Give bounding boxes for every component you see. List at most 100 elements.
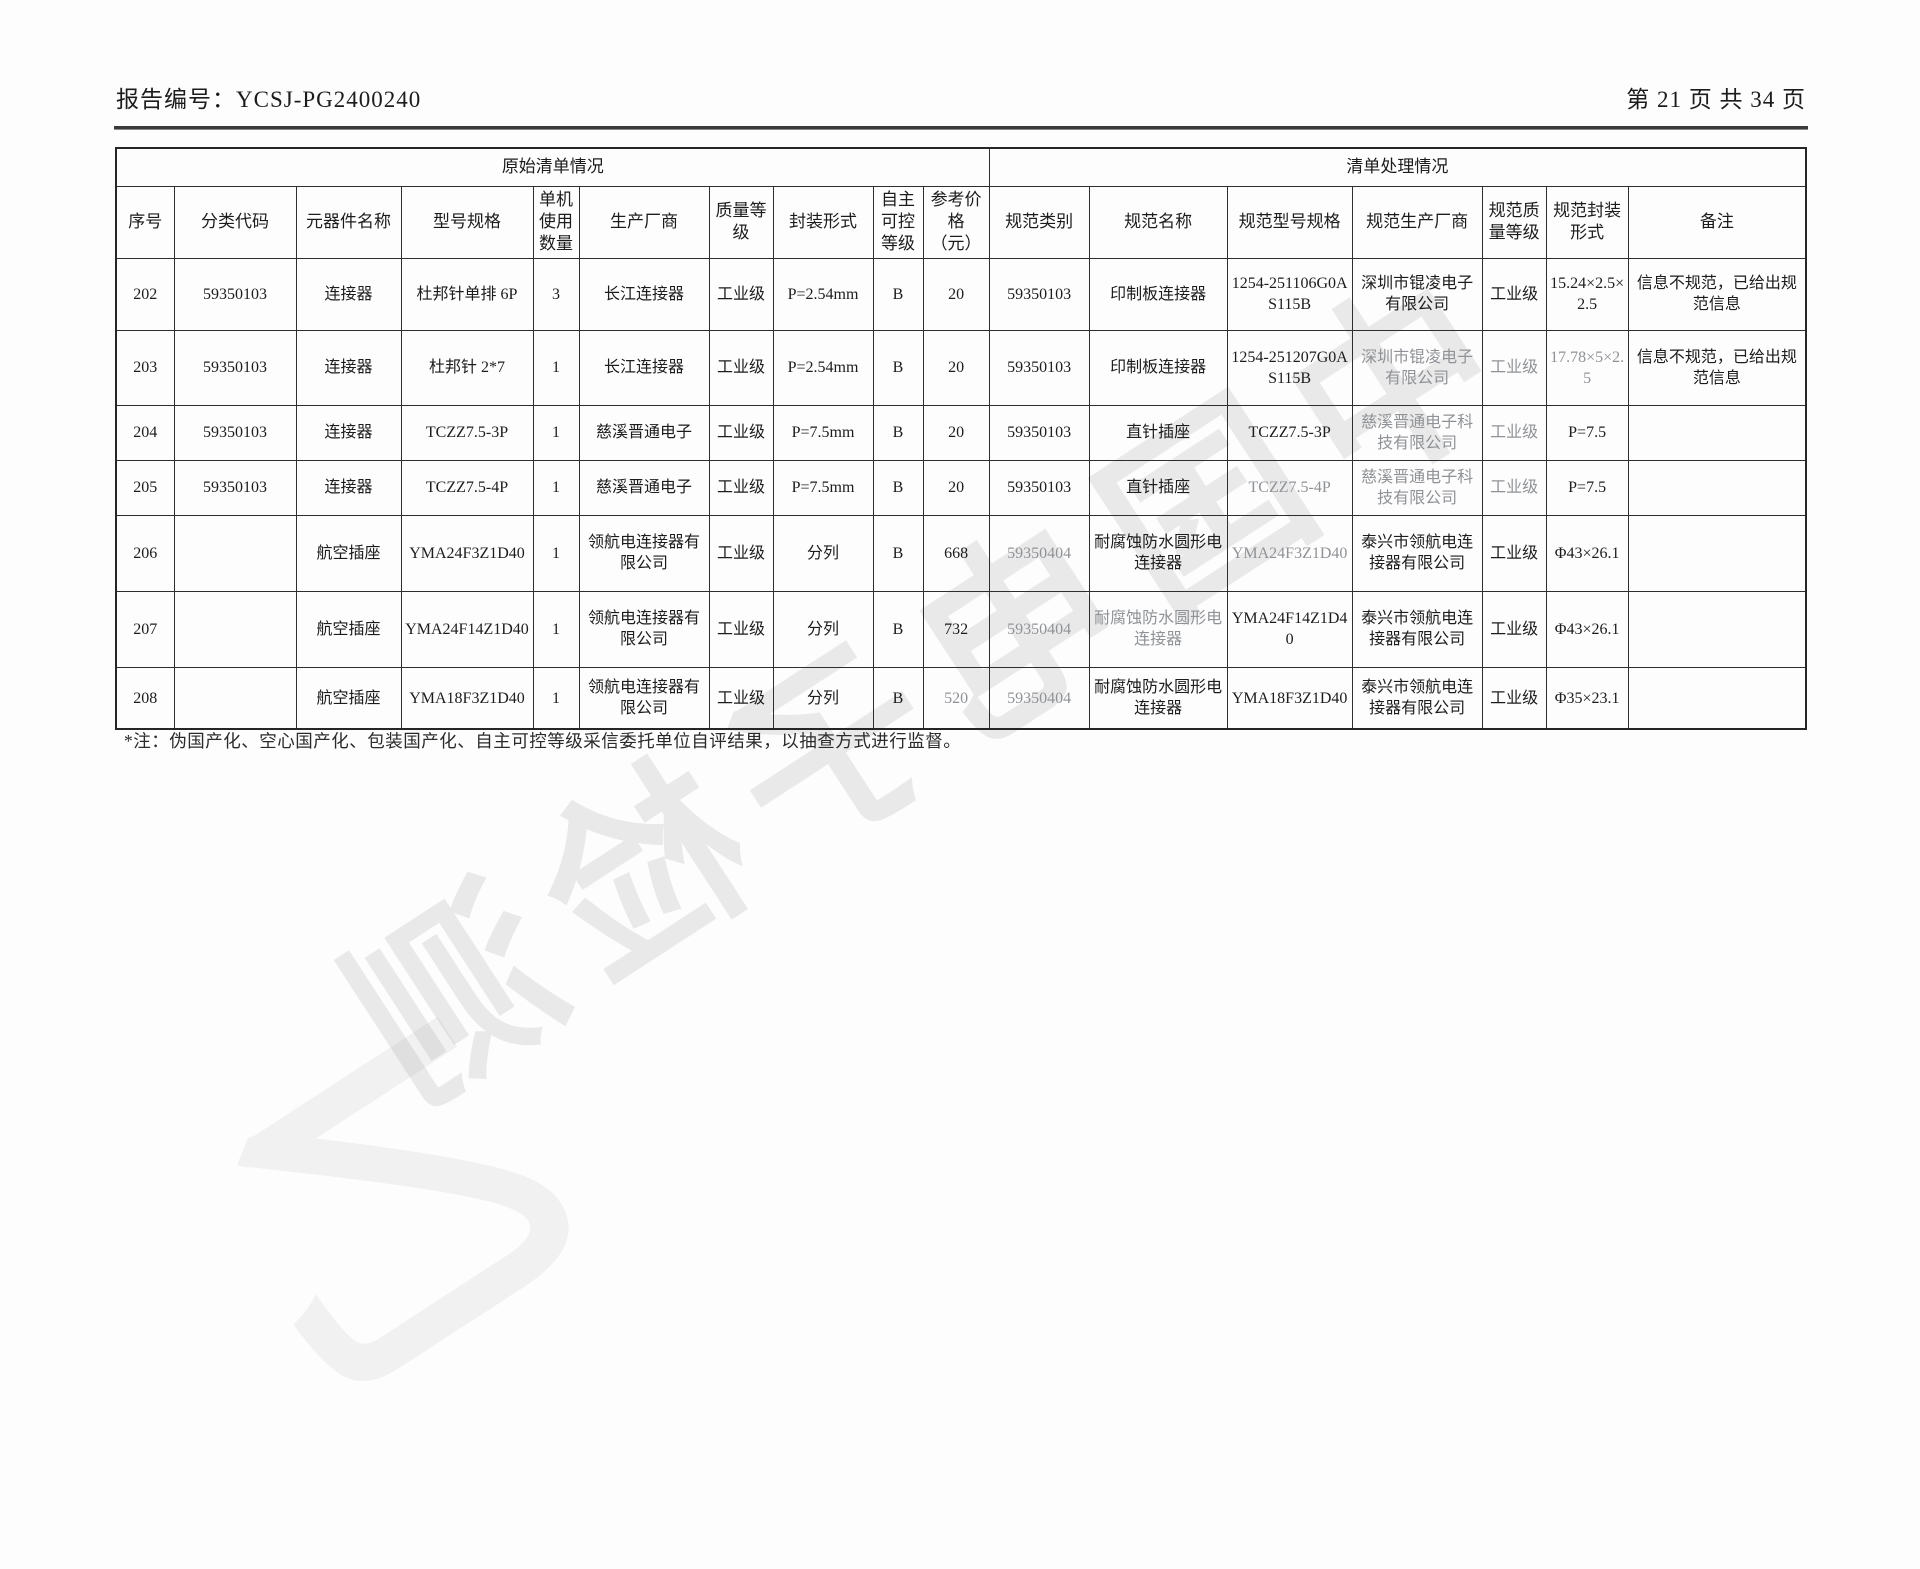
table-cell: 工业级 — [1481, 459, 1547, 516]
table-cell: 59350103 — [988, 329, 1090, 406]
table-cell: 1 — [532, 514, 580, 592]
table-cell: 慈溪晋通电子科技有限公司 — [1351, 404, 1483, 461]
report-number-label: 报告编号： — [116, 87, 236, 112]
table-cell: TCZZ7.5-3P — [400, 404, 534, 461]
table-row: 206 航空插座 YMA24F3Z1D40 1 领航电连接器有限公司 工业级 分列 B 668 5… — [115, 514, 1807, 592]
table-cell: B — [872, 257, 924, 331]
table-cell: 59350103 — [173, 329, 297, 406]
page-indicator: 第 21 页 共 34 页 — [1626, 87, 1806, 112]
table-cell: 20 — [922, 257, 990, 331]
table-cell: 连接器 — [295, 329, 402, 406]
table-cell: 印制板连接器 — [1088, 329, 1228, 406]
table-cell: YMA24F3Z1D40 — [400, 514, 534, 592]
column-header: 参考价格（元） — [922, 185, 990, 259]
header-divider — [114, 126, 1808, 130]
table-cell: 工业级 — [1481, 666, 1547, 730]
table-cell: TCZZ7.5-3P — [1226, 404, 1353, 461]
table-cell: 1 — [532, 459, 580, 516]
report-number-value: YCSJ-PG2400240 — [236, 87, 422, 112]
table-cell: 59350103 — [988, 459, 1090, 516]
table-cell: 耐腐蚀防水圆形电连接器 — [1088, 590, 1228, 668]
table-cell: 连接器 — [295, 459, 402, 516]
column-header: 自主可控等级 — [872, 185, 924, 259]
table-cell: P=2.54mm — [772, 329, 874, 406]
table-cell: 1254-251207G0AS115B — [1226, 329, 1353, 406]
table-cell: B — [872, 459, 924, 516]
column-header: 规范生产厂商 — [1351, 185, 1483, 259]
table-cell: 分列 — [772, 590, 874, 668]
watermark-corner-fragment: 乙 — [159, 965, 637, 1455]
column-header: 规范型号规格 — [1226, 185, 1353, 259]
table-cell: YMA18F3Z1D40 — [1226, 666, 1353, 730]
column-header: 规范名称 — [1088, 185, 1228, 259]
table-row: 202 59350103 连接器 杜邦针单排 6P 3 长江连接器 工业级 P=2.54mm B… — [115, 257, 1807, 331]
column-header: 规范质量等级 — [1481, 185, 1547, 259]
column-header: 分类代码 — [173, 185, 297, 259]
table-cell: 领航电连接器有限公司 — [578, 590, 710, 668]
table-cell: 工业级 — [1481, 329, 1547, 406]
table-cell: 1 — [532, 666, 580, 730]
report-table: 原始清单情况 清单处理情况 序号 分类代码 元器件名称 型号规格 单机使用数量 生产厂商 质量等… — [115, 147, 1808, 731]
table-cell — [173, 590, 297, 668]
table-cell: 工业级 — [708, 404, 774, 461]
table-cell: YMA24F14Z1D40 — [400, 590, 534, 668]
column-header: 备注 — [1627, 185, 1807, 259]
table-cell: 深圳市锟凌电子有限公司 — [1351, 257, 1483, 331]
table-cell: 工业级 — [708, 459, 774, 516]
table-cell: 慈溪晋通电子科技有限公司 — [1351, 459, 1483, 516]
table-row: 203 59350103 连接器 杜邦针 2*7 1 长江连接器 工业级 P=2.54mm B 2… — [115, 329, 1807, 406]
table-cell: 204 — [115, 404, 175, 461]
table-cell: 泰兴市领航电连接器有限公司 — [1351, 514, 1483, 592]
table-cell — [1627, 459, 1807, 516]
table-cell: B — [872, 329, 924, 406]
table-cell: 59350404 — [988, 590, 1090, 668]
table-cell: 1 — [532, 590, 580, 668]
table-cell: 59350103 — [173, 404, 297, 461]
table-cell: 59350103 — [988, 257, 1090, 331]
table-cell: 工业级 — [708, 514, 774, 592]
table-cell: 信息不规范，已给出规范信息 — [1627, 257, 1807, 331]
table-cell: 慈溪晋通电子 — [578, 459, 710, 516]
table-cell: B — [872, 404, 924, 461]
table-cell: 59350103 — [173, 257, 297, 331]
table-cell: 长江连接器 — [578, 329, 710, 406]
table-cell: 206 — [115, 514, 175, 592]
table-cell: 杜邦针 2*7 — [400, 329, 534, 406]
table-cell: Φ35×23.1 — [1545, 666, 1629, 730]
table-cell: P=2.54mm — [772, 257, 874, 331]
table-cell: YMA24F3Z1D40 — [1226, 514, 1353, 592]
table-cell: 20 — [922, 329, 990, 406]
report-table-head: 原始清单情况 清单处理情况 序号 分类代码 元器件名称 型号规格 单机使用数量 生产厂商 质量等… — [115, 147, 1807, 259]
table-cell: 深圳市锟凌电子有限公司 — [1351, 329, 1483, 406]
table-cell: 520 — [922, 666, 990, 730]
table-cell: P=7.5mm — [772, 404, 874, 461]
table-cell: 信息不规范，已给出规范信息 — [1627, 329, 1807, 406]
table-cell — [1627, 404, 1807, 461]
table-cell — [173, 514, 297, 592]
table-cell: 732 — [922, 590, 990, 668]
footnote: *注：伪国产化、空心国产化、包装国产化、自主可控等级采信委托单位自评结果，以抽查… — [124, 731, 962, 751]
table-cell: 连接器 — [295, 257, 402, 331]
table-cell: 17.78×5×2.5 — [1545, 329, 1629, 406]
table-cell: 泰兴市领航电连接器有限公司 — [1351, 590, 1483, 668]
table-cell: YMA24F14Z1D40 — [1226, 590, 1353, 668]
table-cell: 工业级 — [1481, 590, 1547, 668]
table-cell: B — [872, 590, 924, 668]
table-cell: 泰兴市领航电连接器有限公司 — [1351, 666, 1483, 730]
table-cell: 1254-251106G0AS115B — [1226, 257, 1353, 331]
table-cell: 59350404 — [988, 514, 1090, 592]
table-cell: 1 — [532, 404, 580, 461]
column-header: 元器件名称 — [295, 185, 402, 259]
table-cell: TCZZ7.5-4P — [1226, 459, 1353, 516]
table-cell: 59350103 — [173, 459, 297, 516]
report-number: 报告编号： YCSJ-PG2400240 — [116, 80, 421, 114]
page-header: 报告编号： YCSJ-PG2400240 第 21 页 共 34 页 — [116, 80, 1806, 114]
table-cell: 分列 — [772, 666, 874, 730]
column-header: 质量等级 — [708, 185, 774, 259]
table-cell: YMA18F3Z1D40 — [400, 666, 534, 730]
table-cell: 耐腐蚀防水圆形电连接器 — [1088, 514, 1228, 592]
table-cell — [1627, 666, 1807, 730]
table-cell — [1627, 590, 1807, 668]
table-cell — [173, 666, 297, 730]
table-row: 207 航空插座 YMA24F14Z1D40 1 领航电连接器有限公司 工业级 分列 B 732… — [115, 590, 1807, 668]
